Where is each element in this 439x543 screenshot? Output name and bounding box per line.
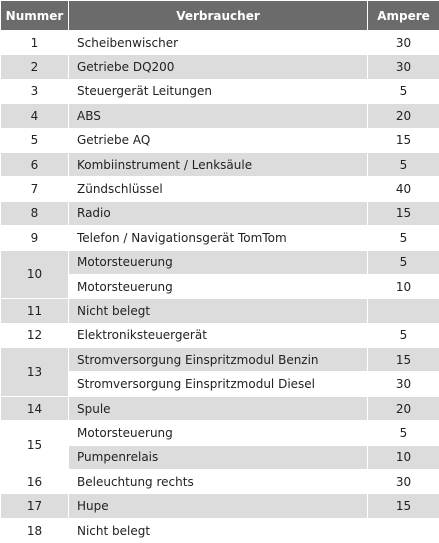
ampere-cell: 15 <box>368 494 439 518</box>
consumer-cell: Hupe <box>69 494 368 518</box>
consumer-cell: Kombiinstrument / Lenksäule <box>69 152 368 176</box>
consumer-cell: Motorsteuerung <box>69 421 368 445</box>
number-cell: 15 <box>1 421 69 470</box>
consumer-cell: Spule <box>69 396 368 420</box>
ampere-cell <box>368 518 439 542</box>
consumer-cell: Stromversorgung Einspritzmodul Diesel <box>69 372 368 396</box>
ampere-cell: 5 <box>368 79 439 103</box>
ampere-cell: 20 <box>368 104 439 128</box>
ampere-cell: 5 <box>368 250 439 274</box>
number-cell: 14 <box>1 396 69 420</box>
consumer-cell: Getriebe DQ200 <box>69 55 368 79</box>
number-cell: 6 <box>1 152 69 176</box>
header-row: Nummer Verbraucher Ampere <box>1 1 439 31</box>
number-cell: 4 <box>1 104 69 128</box>
ampere-cell: 30 <box>368 470 439 494</box>
number-cell: 8 <box>1 201 69 225</box>
number-cell: 7 <box>1 177 69 201</box>
consumer-cell: Pumpenrelais <box>69 445 368 469</box>
ampere-cell: 40 <box>368 177 439 201</box>
consumer-cell: Telefon / Navigationsgerät TomTom <box>69 226 368 250</box>
ampere-cell: 30 <box>368 372 439 396</box>
consumer-cell: Motorsteuerung <box>69 250 368 274</box>
consumer-cell: Beleuchtung rechts <box>69 470 368 494</box>
consumer-cell: Motorsteuerung <box>69 274 368 298</box>
ampere-cell: 15 <box>368 128 439 152</box>
ampere-cell: 5 <box>368 323 439 347</box>
consumer-cell: Zündschlüssel <box>69 177 368 201</box>
number-cell: 13 <box>1 348 69 397</box>
number-cell: 2 <box>1 55 69 79</box>
ampere-cell <box>368 299 439 323</box>
ampere-cell: 15 <box>368 201 439 225</box>
ampere-cell: 15 <box>368 348 439 372</box>
number-cell: 1 <box>1 31 69 55</box>
header-cell: Ampere <box>368 1 439 31</box>
ampere-cell: 20 <box>368 396 439 420</box>
consumer-cell: Radio <box>69 201 368 225</box>
consumer-cell: Stromversorgung Einspritzmodul Benzin <box>69 348 368 372</box>
consumer-cell: Nicht belegt <box>69 299 368 323</box>
consumer-cell: Scheibenwischer <box>69 31 368 55</box>
ampere-cell: 10 <box>368 274 439 298</box>
consumer-cell: ABS <box>69 104 368 128</box>
consumer-cell: Nicht belegt <box>69 518 368 542</box>
ampere-cell: 30 <box>368 31 439 55</box>
consumer-cell: Getriebe AQ <box>69 128 368 152</box>
number-cell: 11 <box>1 299 69 323</box>
header-cell: Verbraucher <box>69 1 368 31</box>
number-cell: 3 <box>1 79 69 103</box>
header-cell: Nummer <box>1 1 69 31</box>
number-cell: 17 <box>1 494 69 518</box>
number-cell: 10 <box>1 250 69 299</box>
number-cell: 12 <box>1 323 69 347</box>
number-cell: 18 <box>1 518 69 542</box>
consumer-cell: Elektroniksteuergerät <box>69 323 368 347</box>
number-cell: 5 <box>1 128 69 152</box>
ampere-cell: 5 <box>368 152 439 176</box>
ampere-cell: 30 <box>368 55 439 79</box>
ampere-cell: 5 <box>368 226 439 250</box>
ampere-cell: 10 <box>368 445 439 469</box>
number-cell: 9 <box>1 226 69 250</box>
ampere-cell: 5 <box>368 421 439 445</box>
consumer-cell: Steuergerät Leitungen <box>69 79 368 103</box>
number-cell: 16 <box>1 470 69 494</box>
